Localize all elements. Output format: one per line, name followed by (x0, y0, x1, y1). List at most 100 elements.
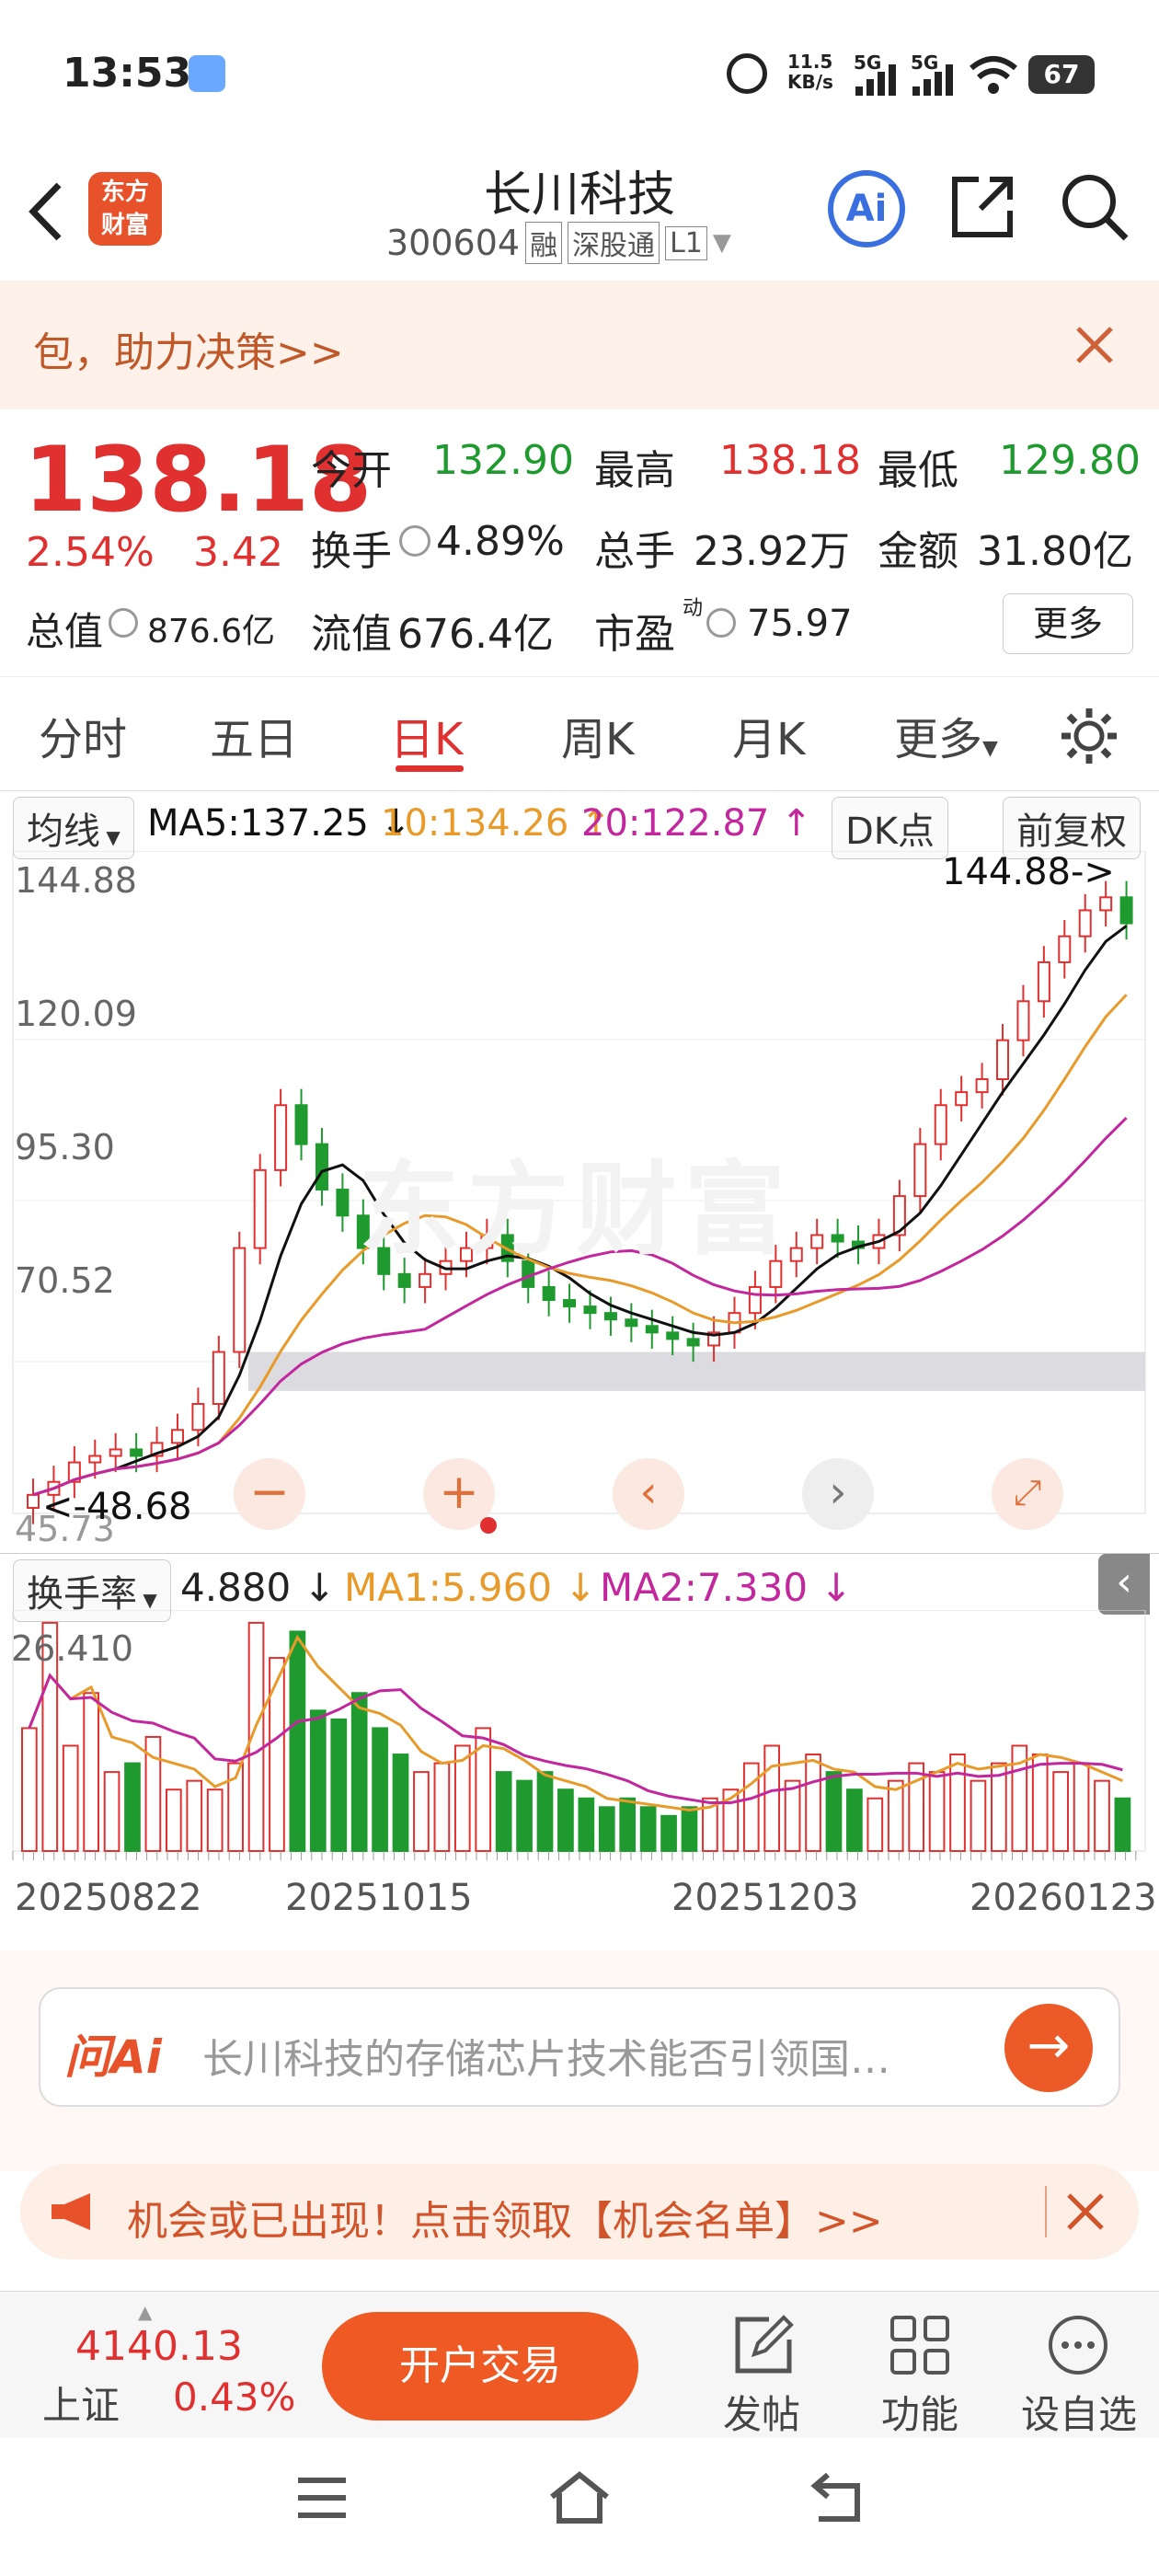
edit-post-icon[interactable] (732, 2314, 795, 2376)
tab-more[interactable]: 更多▼ (894, 703, 998, 767)
caret-icon: ▼ (100, 826, 120, 848)
watermark: 东方财富 (359, 1151, 793, 1269)
scroll-left-button[interactable]: ‹ (613, 1458, 684, 1530)
caret-icon: ▼ (137, 1589, 157, 1611)
caret-icon: ▼ (982, 737, 998, 760)
functions-label[interactable]: 功能 (881, 2392, 959, 2437)
add-watchlist-label[interactable]: 设自选 (1021, 2392, 1138, 2437)
collapse-panel-icon[interactable]: ‹ (1098, 1554, 1150, 1615)
index-value[interactable]: 4140.13 (75, 2323, 243, 2370)
tab-intraday[interactable]: 分时 (39, 714, 128, 765)
quote-panel: 138.18 2.54% 3.42 今开 132.90 最高 138.18 最低… (0, 409, 1159, 676)
volume-bar (825, 1771, 843, 1853)
volume-ma2: MA2:7.330 ↓ (600, 1565, 853, 1610)
candle (975, 1078, 989, 1094)
volume-current-text: 4.880 (180, 1565, 292, 1610)
home-icon[interactable] (548, 2469, 611, 2524)
volume-indicator-selector[interactable]: 换手率 ▼ (13, 1559, 171, 1622)
alarm-icon (727, 53, 767, 94)
volume-chart: 26.410 20250822 20251015 20251203 202601… (0, 1609, 1159, 1919)
system-nav-bar (0, 2438, 1159, 2576)
volume-bar (949, 1754, 966, 1853)
adjust-selector[interactable]: 前复权 (1003, 797, 1141, 859)
volume-bar (702, 1797, 718, 1853)
volume-bar (62, 1744, 79, 1853)
close-icon[interactable] (1073, 323, 1117, 367)
more-dots-icon[interactable] (1047, 2314, 1109, 2376)
candle (67, 1461, 81, 1483)
high-value: 138.18 (719, 437, 861, 484)
amount-label: 金额 (878, 528, 958, 575)
candle (934, 1104, 947, 1145)
promo-banner[interactable]: 包，助力决策>> (0, 281, 1159, 409)
high-label: 最高 (594, 447, 675, 494)
fullscreen-button[interactable]: ⤢ (992, 1458, 1063, 1530)
float-label: 流值 (311, 611, 392, 658)
divider (1045, 2186, 1047, 2237)
axis-tick-1: 120.09 (15, 994, 137, 1034)
mcap-value: 876.6亿 (147, 613, 276, 650)
candle (191, 1403, 205, 1432)
volume-bar (103, 1771, 120, 1853)
date-label-2: 20251203 (671, 1877, 859, 1919)
volume-label: 总手 (594, 528, 675, 575)
settings-gear-icon[interactable] (1058, 705, 1120, 767)
candle (253, 1168, 267, 1249)
functions-grid-icon[interactable] (889, 2314, 951, 2376)
tab-monthly-k[interactable]: 月K (732, 714, 806, 765)
ask-ai-submit-arrow-icon[interactable]: → (1004, 2004, 1093, 2092)
more-button[interactable]: 更多 (1003, 593, 1133, 654)
dk-point-selector[interactable]: DK点 (832, 797, 949, 859)
volume-bar (784, 1779, 801, 1853)
tab-weekly-k[interactable]: 周K (561, 714, 635, 765)
change-pct: 2.54% (26, 529, 155, 576)
chart-frame (12, 850, 1146, 1514)
info-icon[interactable] (399, 525, 430, 557)
candle (583, 1305, 597, 1315)
volume-bar (1094, 1779, 1110, 1853)
volume-ma1-line (28, 1634, 1124, 1811)
volume-bar (165, 1788, 182, 1853)
menu-icon[interactable] (296, 2475, 348, 2521)
close-icon[interactable] (1065, 2191, 1106, 2232)
volume-bar (846, 1788, 863, 1853)
ma-selector[interactable]: 均线 ▼ (13, 797, 134, 859)
stock-code-row: 300604 融 深股通 L1 ▼ (386, 222, 731, 264)
ask-ai-input[interactable]: 问Ai 长川科技的存储芯片技术能否引领国… → (39, 1987, 1120, 2107)
expand-arrow-icon[interactable]: ▲ (138, 2301, 153, 2323)
tab-daily-k[interactable]: 日K (390, 714, 464, 765)
candle (645, 1325, 659, 1334)
scroll-right-button[interactable]: › (802, 1458, 874, 1530)
volume-current: 4.880 ↓ (180, 1565, 336, 1610)
info-icon[interactable] (109, 608, 138, 638)
back-icon[interactable] (26, 179, 66, 244)
tab-5day[interactable]: 五日 (210, 714, 299, 765)
candle (748, 1285, 762, 1315)
share-icon[interactable] (947, 172, 1017, 242)
ai-button[interactable]: Ai (828, 170, 905, 247)
dropdown-icon[interactable]: ▼ (712, 229, 731, 257)
candle (789, 1247, 803, 1262)
volume-bar (557, 1788, 574, 1853)
volume-bar (144, 1735, 162, 1852)
kline-svg[interactable] (0, 850, 1159, 1550)
candle (1099, 896, 1113, 912)
opportunity-banner[interactable]: 机会或已出现！点击领取【机会名单】>> (20, 2164, 1139, 2260)
info-icon[interactable] (706, 608, 736, 638)
volume-bar (619, 1797, 637, 1853)
kline-chart[interactable]: 东方财富 144.88 120.09 95.30 70.52 45.73 144… (0, 850, 1159, 1550)
volume-bar (598, 1806, 615, 1853)
open-account-trade-button[interactable]: 开户交易 (322, 2312, 638, 2421)
zoom-out-button[interactable]: − (234, 1458, 305, 1530)
search-icon[interactable] (1058, 170, 1131, 244)
post-label[interactable]: 发帖 (723, 2392, 801, 2437)
index-name[interactable]: 上证 (42, 2383, 120, 2428)
volume-bar (660, 1814, 677, 1853)
index-change[interactable]: 0.43% (173, 2375, 296, 2420)
volume-bar (269, 1657, 285, 1852)
back-nav-icon[interactable] (809, 2471, 865, 2523)
pe-superscript: 动 (683, 597, 704, 620)
volume-bar (928, 1771, 946, 1853)
candle (1058, 935, 1072, 963)
candle (1119, 896, 1133, 925)
